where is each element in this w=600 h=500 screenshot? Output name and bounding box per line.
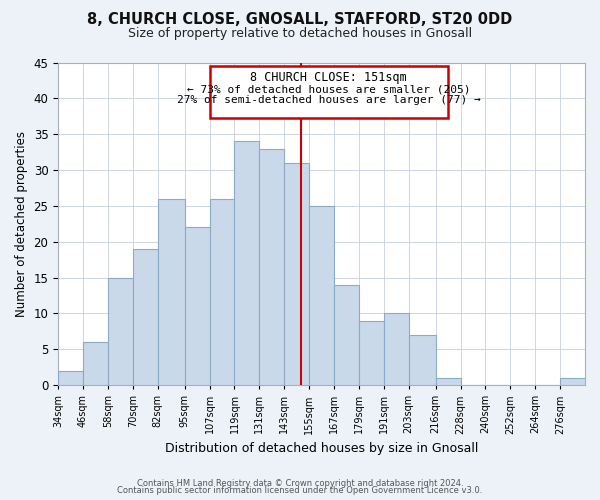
Bar bbox=[436, 378, 461, 385]
Bar bbox=[83, 342, 108, 385]
Bar bbox=[209, 198, 235, 385]
Bar bbox=[409, 335, 436, 385]
Bar bbox=[58, 371, 83, 385]
Text: Size of property relative to detached houses in Gnosall: Size of property relative to detached ho… bbox=[128, 28, 472, 40]
Bar bbox=[133, 249, 158, 385]
Text: 8 CHURCH CLOSE: 151sqm: 8 CHURCH CLOSE: 151sqm bbox=[250, 71, 407, 84]
Bar bbox=[185, 228, 209, 385]
Bar bbox=[108, 278, 133, 385]
Text: ← 73% of detached houses are smaller (205): ← 73% of detached houses are smaller (20… bbox=[187, 84, 470, 94]
Bar bbox=[309, 206, 334, 385]
FancyBboxPatch shape bbox=[209, 66, 448, 118]
Text: Contains HM Land Registry data © Crown copyright and database right 2024.: Contains HM Land Registry data © Crown c… bbox=[137, 478, 463, 488]
Text: Contains public sector information licensed under the Open Government Licence v3: Contains public sector information licen… bbox=[118, 486, 482, 495]
Bar bbox=[158, 198, 185, 385]
Text: 8, CHURCH CLOSE, GNOSALL, STAFFORD, ST20 0DD: 8, CHURCH CLOSE, GNOSALL, STAFFORD, ST20… bbox=[88, 12, 512, 28]
Bar bbox=[259, 148, 284, 385]
Bar bbox=[284, 163, 309, 385]
Text: 27% of semi-detached houses are larger (77) →: 27% of semi-detached houses are larger (… bbox=[177, 95, 481, 105]
Bar bbox=[359, 320, 384, 385]
X-axis label: Distribution of detached houses by size in Gnosall: Distribution of detached houses by size … bbox=[165, 442, 478, 455]
Bar bbox=[334, 285, 359, 385]
Bar bbox=[235, 142, 259, 385]
Bar bbox=[560, 378, 585, 385]
Bar bbox=[384, 314, 409, 385]
Y-axis label: Number of detached properties: Number of detached properties bbox=[15, 131, 28, 317]
